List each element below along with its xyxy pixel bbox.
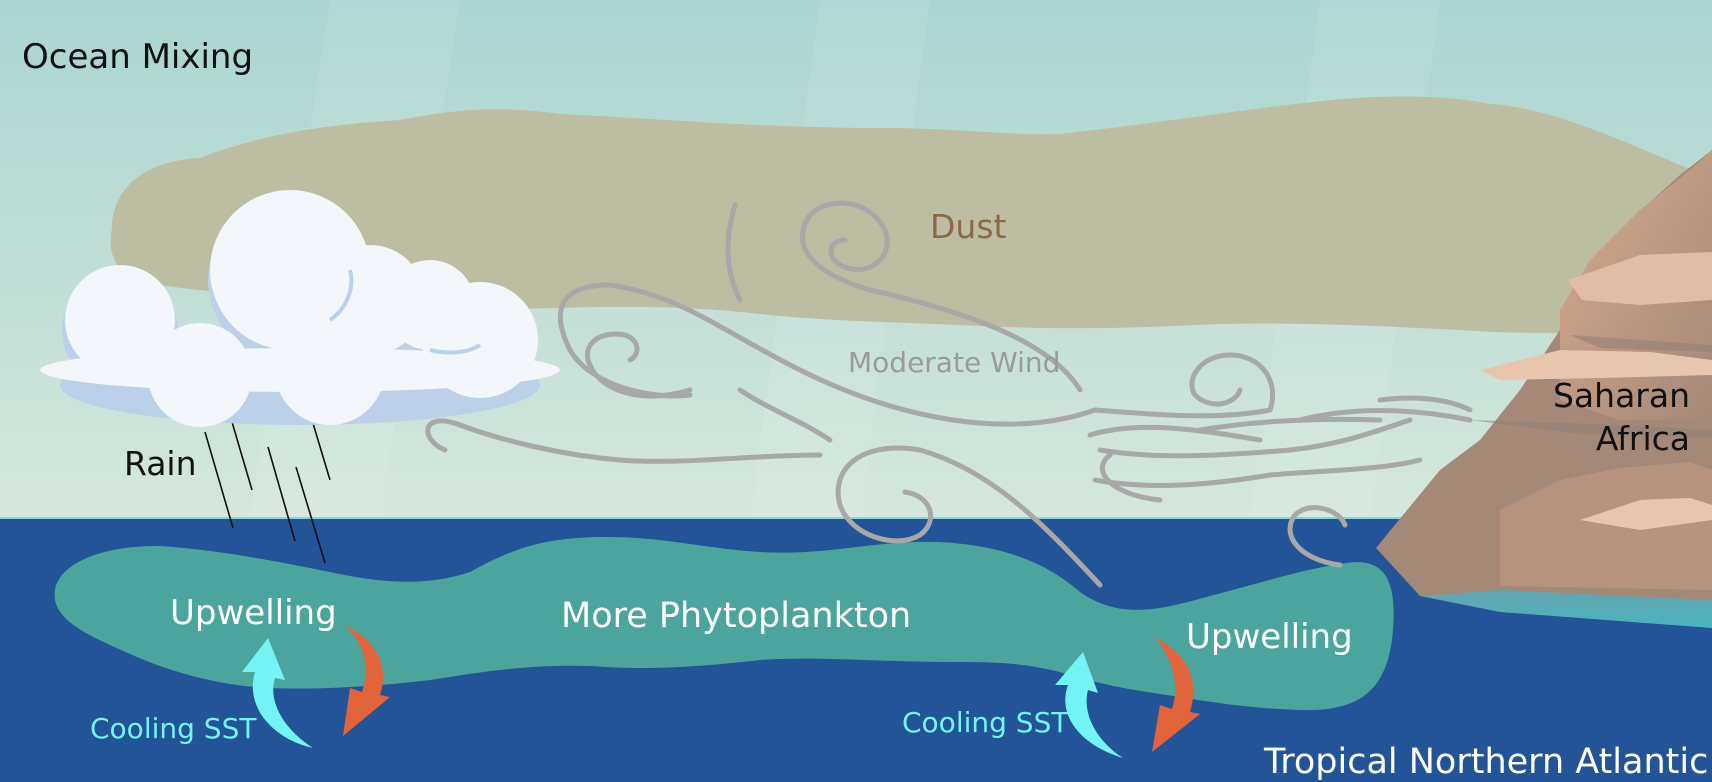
warm-arrow-right <box>1152 637 1200 752</box>
dust-label: Dust <box>930 207 1007 246</box>
cooling-sst-left-label: Cooling SST <box>90 712 257 745</box>
cool-arrow-left <box>242 638 313 748</box>
diagram-title: Ocean Mixing <box>22 37 254 77</box>
rock-ledge-3 <box>1580 498 1712 530</box>
mixing-arrows-right <box>1055 637 1200 758</box>
saharan-label-line2: Africa <box>1595 418 1690 458</box>
saharan-label-line1: Saharan <box>1552 376 1690 415</box>
rock-lower <box>1500 462 1712 590</box>
moderate-wind-label: Moderate Wind <box>848 346 1061 379</box>
rock-ledge-1 <box>1568 252 1712 305</box>
rock-ledge-2 <box>1480 350 1712 380</box>
mixing-arrows-left <box>242 625 390 748</box>
rain-streaks <box>204 419 331 564</box>
rain-cloud <box>40 190 560 427</box>
phytoplankton-bloom <box>54 536 1394 711</box>
rain-label: Rain <box>124 444 197 483</box>
upwelling-left-label: Upwelling <box>170 593 337 633</box>
cool-arrow-right <box>1055 652 1123 758</box>
cooling-sst-right-label: Cooling SST <box>902 706 1069 739</box>
warm-arrow-left <box>343 625 390 736</box>
upwelling-right-label: Upwelling <box>1186 617 1353 657</box>
saharan-africa-label: Saharan Africa <box>1510 375 1690 461</box>
rock-shadow <box>1470 335 1712 438</box>
wind-swirls <box>425 200 1473 588</box>
tropical-atlantic-label: Tropical Northern Atlantic <box>1264 742 1709 782</box>
dust-layer <box>110 96 1712 333</box>
phytoplankton-label: More Phytoplankton <box>561 596 912 636</box>
saharan-africa-coast <box>1376 150 1712 628</box>
